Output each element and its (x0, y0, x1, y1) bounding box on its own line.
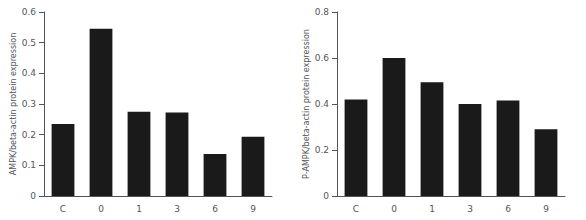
svg-text:1: 1 (429, 204, 435, 214)
svg-text:0: 0 (323, 191, 329, 201)
svg-text:0.6: 0.6 (315, 53, 330, 63)
svg-text:0.2: 0.2 (22, 130, 36, 140)
svg-text:6: 6 (212, 204, 218, 214)
svg-text:6: 6 (505, 204, 511, 214)
svg-text:0.3: 0.3 (22, 99, 36, 109)
svg-text:3: 3 (174, 204, 180, 214)
svg-text:0.8: 0.8 (315, 7, 330, 17)
svg-text:9: 9 (250, 204, 256, 214)
svg-text:0: 0 (391, 204, 397, 214)
svg-text:0.1: 0.1 (22, 160, 36, 170)
svg-text:C: C (60, 204, 66, 214)
svg-text:3: 3 (467, 204, 473, 214)
svg-text:1: 1 (136, 204, 142, 214)
svg-text:9: 9 (543, 204, 549, 214)
svg-text:0.4: 0.4 (315, 99, 330, 109)
svg-text:0.5: 0.5 (22, 38, 36, 48)
svg-text:P-AMPK/beta-actin protein expr: P-AMPK/beta-actin protein expression (302, 29, 311, 179)
svg-text:0.6: 0.6 (22, 7, 37, 17)
svg-text:AMPK/beta-actin protein expres: AMPK/beta-actin protein expression (9, 33, 18, 175)
svg-text:0.2: 0.2 (315, 145, 329, 155)
svg-text:C: C (353, 204, 359, 214)
svg-text:0.4: 0.4 (22, 68, 37, 78)
svg-text:0: 0 (30, 191, 36, 201)
svg-text:0: 0 (98, 204, 104, 214)
